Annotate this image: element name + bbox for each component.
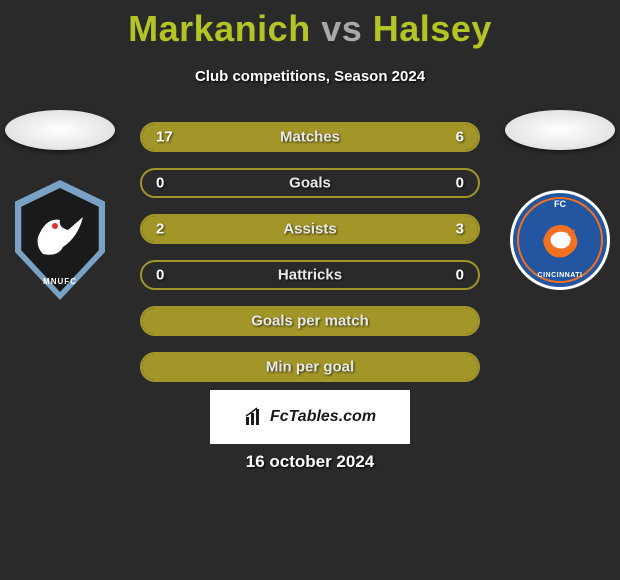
player1-name: Markanich: [128, 8, 311, 49]
stat-row: 00Hattricks: [140, 260, 480, 290]
player2-avatar: [505, 110, 615, 150]
player2-name: Halsey: [373, 8, 492, 49]
stat-row: 176Matches: [140, 122, 480, 152]
brand-text: FcTables.com: [270, 408, 376, 426]
stat-label: Min per goal: [142, 359, 478, 376]
stat-label: Hattricks: [142, 267, 478, 284]
stat-row: Min per goal: [140, 352, 480, 382]
stat-row: Goals per match: [140, 306, 480, 336]
date-line: 16 october 2024: [0, 452, 620, 472]
stat-label: Goals per match: [142, 313, 478, 330]
stat-row: 23Assists: [140, 214, 480, 244]
club1-code: MNUFC: [10, 277, 110, 286]
club2-top: FC: [513, 199, 607, 209]
player1-avatar: [5, 110, 115, 150]
stats-container: 176Matches 00Goals 23Assists 00Hattricks Goa…: [140, 122, 480, 398]
player1-club-badge: MNUFC: [10, 180, 110, 300]
chart-icon: [244, 407, 264, 427]
stat-label: Goals: [142, 175, 478, 192]
subtitle: Club competitions, Season 2024: [0, 68, 620, 85]
lion-icon: [537, 217, 583, 263]
stat-label: Assists: [142, 221, 478, 238]
club2-bottom: CINCINNATI: [513, 272, 607, 279]
stat-label: Matches: [142, 129, 478, 146]
right-panel: FC CINCINNATI: [500, 110, 620, 300]
stat-row: 00Goals: [140, 168, 480, 198]
loon-icon: [28, 202, 88, 262]
page-title: Markanich vs Halsey: [0, 0, 620, 50]
player2-club-badge: FC CINCINNATI: [510, 180, 610, 300]
brand-box[interactable]: FcTables.com: [210, 390, 410, 444]
vs-label: vs: [321, 8, 362, 49]
left-panel: MNUFC: [0, 110, 120, 300]
